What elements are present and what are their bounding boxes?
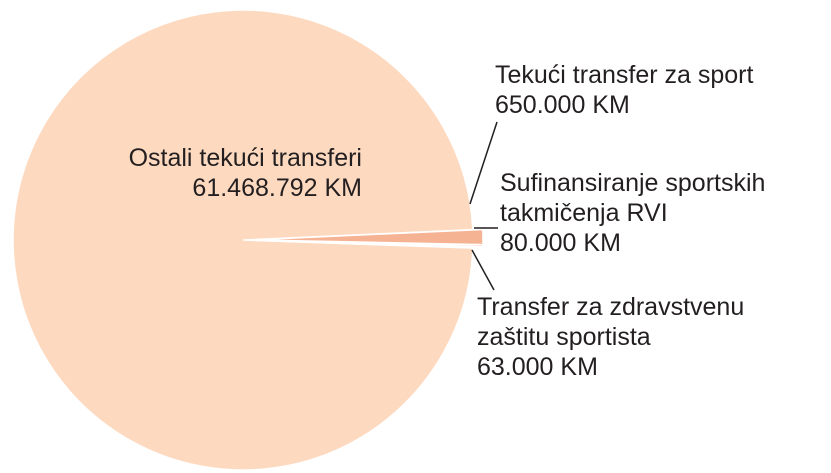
pie-slice — [12, 9, 474, 471]
pie-slice — [252, 239, 484, 250]
value-label: 63.000 KM — [477, 353, 598, 381]
leader-line — [471, 249, 495, 291]
value-label: 61.468.792 KM — [192, 174, 362, 202]
value-label: 650.000 KM — [495, 91, 630, 119]
slice-label: Sufinansiranje sportskih takmičenja RVI … — [500, 168, 800, 258]
slice-label: Ostali tekući transferi 61.468.792 KM — [129, 143, 362, 203]
category-label: Ostali tekući transferi — [128, 144, 362, 172]
value-label: 80.000 KM — [500, 229, 621, 257]
category-label: Sufinansiranje sportskih takmičenja RVI — [500, 169, 766, 227]
category-label: Transfer za zdravstvenu zaštitu sportist… — [477, 293, 745, 351]
slice-label: Transfer za zdravstvenu zaštitu sportist… — [477, 292, 777, 382]
category-label: Tekući transfer za sport — [495, 61, 754, 89]
leader-line — [469, 121, 498, 205]
slice-label: Tekući transfer za sport 650.000 KM — [495, 60, 753, 120]
